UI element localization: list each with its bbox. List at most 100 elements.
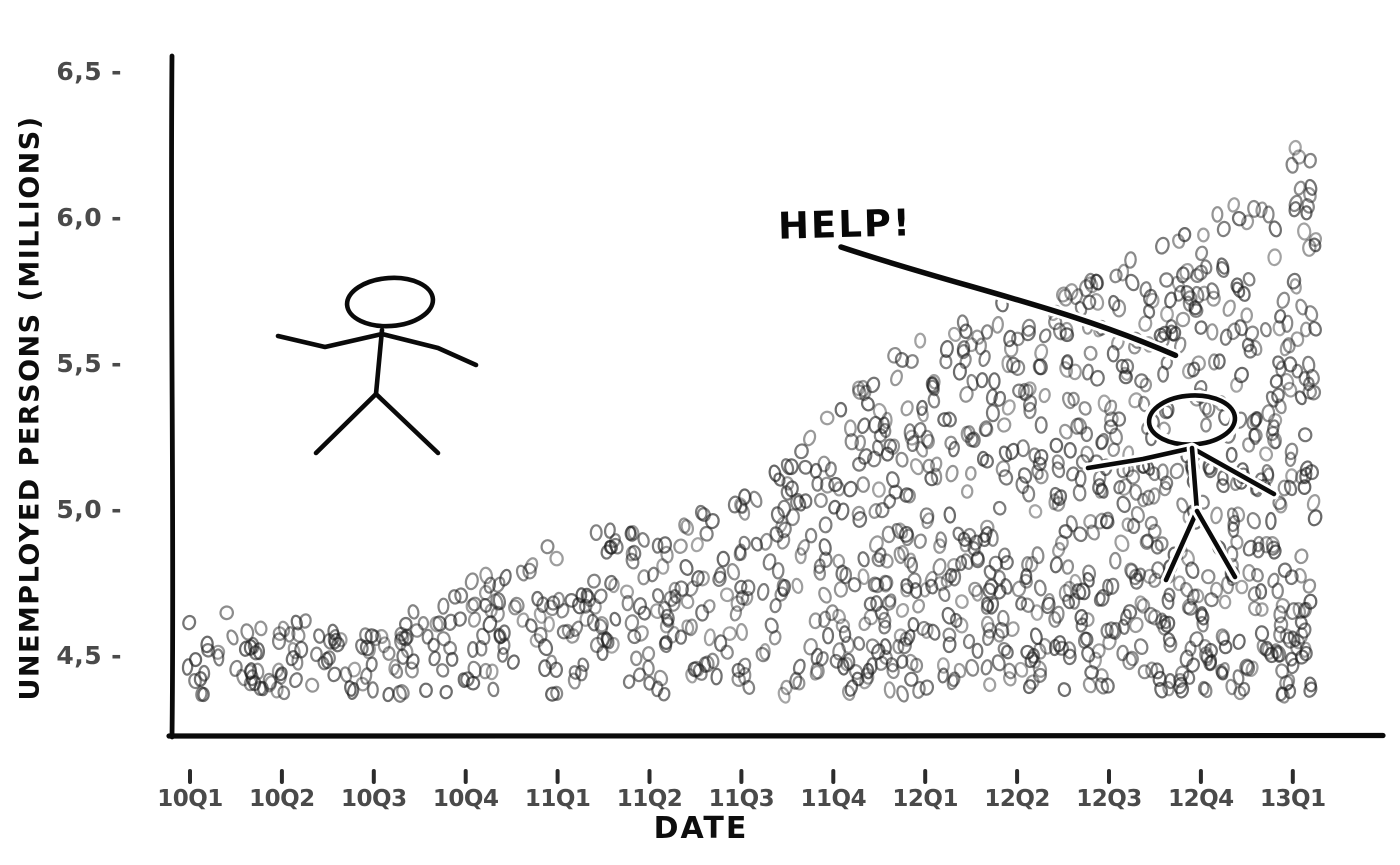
data-point (1129, 616, 1144, 634)
data-point (188, 652, 203, 668)
data-point (1148, 572, 1162, 588)
data-point (659, 616, 675, 634)
data-point (1151, 561, 1166, 580)
data-point (1142, 568, 1158, 584)
data-point (475, 640, 488, 657)
data-point (955, 594, 969, 609)
data-point (1242, 564, 1257, 582)
data-point (362, 641, 376, 660)
data-point (1217, 662, 1230, 679)
data-point (967, 541, 981, 557)
data-point (808, 612, 823, 630)
data-point (875, 502, 890, 519)
data-point (1019, 573, 1033, 589)
data-point (1162, 632, 1176, 648)
data-point (1061, 354, 1074, 370)
data-point (1022, 679, 1037, 695)
data-point (400, 642, 414, 659)
data-point (977, 532, 991, 548)
data-point (1095, 434, 1108, 450)
y-tick-label: 4,5- (56, 640, 122, 670)
data-point (959, 385, 974, 403)
data-point (955, 555, 968, 572)
data-point (1070, 417, 1084, 435)
data-point (667, 595, 681, 612)
data-point (803, 637, 818, 656)
data-point (998, 445, 1013, 463)
data-point (1302, 355, 1316, 374)
data-point (997, 417, 1012, 433)
data-point (1186, 588, 1200, 606)
data-point (1108, 294, 1121, 312)
data-point (651, 537, 664, 554)
data-point (1225, 446, 1238, 463)
data-point (647, 566, 659, 583)
data-point (609, 537, 624, 555)
data-point (1164, 291, 1178, 309)
data-point (936, 657, 950, 674)
data-point (838, 625, 852, 643)
data-point (879, 638, 892, 656)
data-point (894, 351, 910, 368)
data-point (657, 686, 671, 702)
data-point (1095, 668, 1109, 684)
data-point (1274, 497, 1288, 514)
data-point (851, 505, 866, 521)
data-point (910, 458, 924, 476)
data-point (1136, 598, 1151, 614)
data-point (579, 609, 595, 627)
data-point (1058, 584, 1073, 602)
data-point (854, 434, 866, 452)
data-point (844, 433, 860, 451)
data-point (952, 362, 967, 381)
data-point (244, 662, 257, 681)
data-point (1012, 383, 1027, 399)
data-point (1172, 575, 1186, 592)
data-point (978, 420, 993, 437)
data-point (556, 603, 570, 619)
data-point (1093, 591, 1106, 607)
data-point (897, 545, 910, 561)
data-point (649, 603, 665, 619)
data-point (556, 624, 572, 640)
data-point (713, 566, 727, 584)
data-point (1062, 391, 1076, 410)
data-point (593, 588, 608, 605)
data-point (283, 626, 296, 643)
data-point (740, 590, 754, 607)
data-point (968, 581, 983, 598)
data-point (641, 646, 656, 662)
data-point (544, 599, 559, 617)
data-point (1247, 199, 1262, 218)
data-point (993, 390, 1007, 407)
data-point (624, 525, 637, 541)
data-point (515, 564, 529, 582)
data-point (883, 438, 898, 454)
data-point (637, 532, 650, 548)
data-point (603, 522, 616, 539)
data-point (263, 675, 278, 693)
data-point (398, 616, 413, 632)
data-point (1066, 466, 1080, 482)
data-point (1297, 222, 1312, 241)
data-point (1139, 281, 1152, 298)
data-point (1126, 517, 1141, 535)
data-point (493, 629, 506, 645)
data-point (1271, 387, 1285, 404)
data-point (429, 616, 444, 633)
data-point (673, 538, 688, 554)
data-point (974, 337, 987, 356)
data-point (901, 528, 915, 547)
data-point (1219, 328, 1233, 346)
data-point (1245, 660, 1259, 678)
data-point (212, 648, 225, 667)
data-point (992, 628, 1005, 643)
data-point (921, 622, 934, 639)
data-point (680, 519, 695, 536)
data-point (896, 654, 909, 669)
data-point (769, 597, 782, 614)
data-point (1116, 495, 1131, 514)
data-point (941, 606, 956, 625)
data-point (858, 448, 873, 465)
data-point (681, 619, 695, 636)
